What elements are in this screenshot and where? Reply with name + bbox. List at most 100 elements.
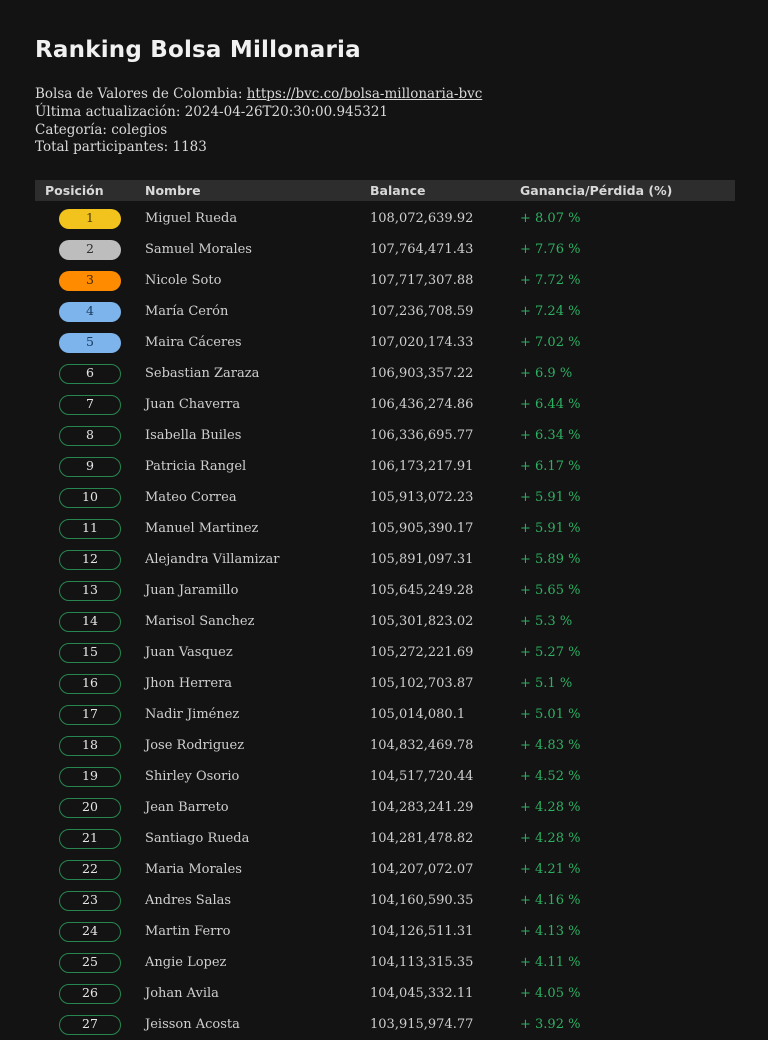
table-row: 13 Juan Jaramillo 105,645,249.28 + 5.65 % <box>35 575 735 606</box>
gain-cell: + 6.17 % <box>520 459 581 475</box>
name-cell: Nadir Jiménez <box>145 707 240 723</box>
rank-badge: 18 <box>59 735 121 756</box>
balance-cell: 104,160,590.35 <box>370 893 474 909</box>
balance-cell: 107,020,174.33 <box>370 335 474 351</box>
name-cell: Juan Vasquez <box>145 645 233 661</box>
name-cell: Patricia Rangel <box>145 459 247 475</box>
rank-badge: 9 <box>59 456 121 477</box>
gain-cell: + 6.9 % <box>520 366 573 382</box>
balance-cell: 108,072,639.92 <box>370 211 474 227</box>
gain-cell: + 7.02 % <box>520 335 581 351</box>
balance-cell: 104,517,720.44 <box>370 769 474 785</box>
rank-badge: 26 <box>59 983 121 1004</box>
table-header-row: Posición Nombre Balance Ganancia/Pérdida… <box>35 180 735 202</box>
exchange-line: Bolsa de Valores de Colombia: https://bv… <box>35 86 735 104</box>
gain-cell: + 7.76 % <box>520 242 581 258</box>
balance-cell: 106,173,217.91 <box>370 459 474 475</box>
position-cell: 11 <box>35 518 145 539</box>
name-cell: Sebastian Zaraza <box>145 366 260 382</box>
position-cell: 14 <box>35 611 145 632</box>
exchange-label: Bolsa de Valores de Colombia: <box>35 86 247 102</box>
rank-badge: 2 <box>59 239 121 260</box>
updated-line: Última actualización: 2024-04-26T20:30:0… <box>35 103 388 120</box>
balance-cell: 103,915,974.77 <box>370 1017 474 1033</box>
name-cell: Nicole Soto <box>145 273 222 289</box>
position-cell: 12 <box>35 549 145 570</box>
table-row: 8 Isabella Builes 106,336,695.77 + 6.34 % <box>35 420 735 451</box>
gain-cell: + 4.28 % <box>520 831 581 847</box>
position-cell: 13 <box>35 580 145 601</box>
name-cell: Miguel Rueda <box>145 211 238 227</box>
position-cell: 19 <box>35 766 145 787</box>
position-cell: 16 <box>35 673 145 694</box>
balance-cell: 107,764,471.43 <box>370 242 474 258</box>
table-row: 15 Juan Vasquez 105,272,221.69 + 5.27 % <box>35 637 735 668</box>
position-cell: 1 <box>35 208 145 229</box>
balance-cell: 104,045,332.11 <box>370 986 474 1002</box>
page-title: Ranking Bolsa Millonaria <box>35 37 361 63</box>
rank-badge: 3 <box>59 270 121 291</box>
name-cell: Juan Jaramillo <box>145 583 239 599</box>
gain-cell: + 4.13 % <box>520 924 581 940</box>
rank-badge: 1 <box>59 208 121 229</box>
position-cell: 4 <box>35 301 145 322</box>
position-cell: 18 <box>35 735 145 756</box>
name-cell: María Cerón <box>145 304 229 320</box>
name-cell: Mateo Correa <box>145 490 237 506</box>
gain-cell: + 4.83 % <box>520 738 581 754</box>
gain-cell: + 4.28 % <box>520 800 581 816</box>
position-cell: 20 <box>35 797 145 818</box>
rank-badge: 10 <box>59 487 121 508</box>
balance-cell: 104,283,241.29 <box>370 800 474 816</box>
table-row: 12 Alejandra Villamizar 105,891,097.31 + 5.… <box>35 544 735 575</box>
table-row: 27 Jeisson Acosta 103,915,974.77 + 3.92 % <box>35 1009 735 1040</box>
name-cell: Santiago Rueda <box>145 831 250 847</box>
position-cell: 17 <box>35 704 145 725</box>
position-cell: 15 <box>35 642 145 663</box>
gain-cell: + 6.44 % <box>520 397 581 413</box>
balance-cell: 105,272,221.69 <box>370 645 474 661</box>
position-cell: 10 <box>35 487 145 508</box>
ranking-table-body: 1 Miguel Rueda 108,072,639.92 + 8.07 % 2 Samu… <box>35 201 735 1040</box>
name-cell: Jean Barreto <box>145 800 229 816</box>
balance-cell: 105,102,703.87 <box>370 676 474 692</box>
header-gain: Ganancia/Pérdida (%) <box>520 183 673 199</box>
position-cell: 8 <box>35 425 145 446</box>
name-cell: Samuel Morales <box>145 242 252 258</box>
gain-cell: + 4.11 % <box>520 955 581 971</box>
rank-badge: 7 <box>59 394 121 415</box>
participants-line: Total participantes: 1183 <box>35 139 207 156</box>
name-cell: Maira Cáceres <box>145 335 242 351</box>
gain-cell: + 5.01 % <box>520 707 581 723</box>
table-row: 2 Samuel Morales 107,764,471.43 + 7.76 % <box>35 234 735 265</box>
table-row: 14 Marisol Sanchez 105,301,823.02 + 5.3 % <box>35 606 735 637</box>
rank-badge: 5 <box>59 332 121 353</box>
table-row: 6 Sebastian Zaraza 106,903,357.22 + 6.9 % <box>35 358 735 389</box>
position-cell: 7 <box>35 394 145 415</box>
table-row: 9 Patricia Rangel 106,173,217.91 + 6.17 % <box>35 451 735 482</box>
exchange-link[interactable]: https://bvc.co/bolsa-millonaria-bvc <box>246 86 483 102</box>
balance-cell: 107,236,708.59 <box>370 304 474 320</box>
table-row: 25 Angie Lopez 104,113,315.35 + 4.11 % <box>35 947 735 978</box>
rank-badge: 15 <box>59 642 121 663</box>
balance-cell: 104,281,478.82 <box>370 831 474 847</box>
gain-cell: + 4.52 % <box>520 769 581 785</box>
name-cell: Isabella Builes <box>145 428 242 444</box>
balance-cell: 104,832,469.78 <box>370 738 474 754</box>
gain-cell: + 5.3 % <box>520 614 573 630</box>
category-line: Categoría: colegios <box>35 121 168 138</box>
name-cell: Angie Lopez <box>145 955 227 971</box>
name-cell: Martin Ferro <box>145 924 231 940</box>
gain-cell: + 5.1 % <box>520 676 573 692</box>
gain-cell: + 7.24 % <box>520 304 581 320</box>
table-row: 22 Maria Morales 104,207,072.07 + 4.21 % <box>35 854 735 885</box>
balance-cell: 104,207,072.07 <box>370 862 474 878</box>
gain-cell: + 4.21 % <box>520 862 581 878</box>
gain-cell: + 8.07 % <box>520 211 581 227</box>
gain-cell: + 5.27 % <box>520 645 581 661</box>
rank-badge: 4 <box>59 301 121 322</box>
balance-cell: 107,717,307.88 <box>370 273 474 289</box>
name-cell: Juan Chaverra <box>145 397 241 413</box>
gain-cell: + 5.91 % <box>520 490 581 506</box>
gain-cell: + 7.72 % <box>520 273 581 289</box>
